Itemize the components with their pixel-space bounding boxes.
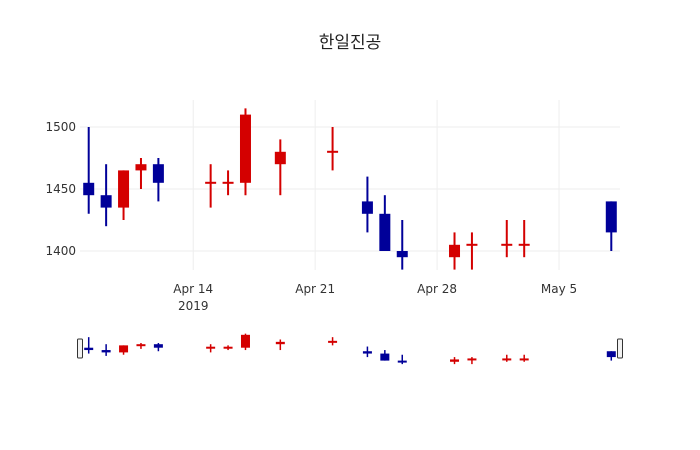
candle[interactable] xyxy=(135,158,147,189)
grid-lines xyxy=(80,100,620,270)
candle[interactable] xyxy=(605,201,617,251)
candle[interactable] xyxy=(136,343,146,349)
y-axis: 1400 1450 1500 xyxy=(45,120,76,258)
candle[interactable] xyxy=(397,354,407,365)
candle[interactable] xyxy=(379,195,391,251)
candle[interactable] xyxy=(101,344,111,356)
candle[interactable] xyxy=(501,220,513,258)
x-axis: Apr 14 2019 Apr 21 Apr 28 May 5 xyxy=(173,282,577,313)
candle[interactable] xyxy=(205,164,217,208)
candle[interactable] xyxy=(518,220,530,258)
candle[interactable] xyxy=(222,170,234,196)
candle[interactable] xyxy=(118,170,130,220)
x-tick-label: Apr 28 xyxy=(417,282,457,296)
candle[interactable] xyxy=(240,333,250,351)
candle[interactable] xyxy=(450,357,460,365)
candle[interactable] xyxy=(152,158,164,202)
candle[interactable] xyxy=(119,345,129,355)
x-tick-year-label: 2019 xyxy=(178,299,209,313)
chart-title: 한일진공 xyxy=(319,33,382,53)
x-tick-label: Apr 14 xyxy=(173,282,213,296)
candle[interactable] xyxy=(206,344,216,353)
range-slider-handle-left[interactable] xyxy=(77,338,83,359)
candle[interactable] xyxy=(223,345,233,351)
candle[interactable] xyxy=(274,139,286,196)
candle[interactable] xyxy=(606,351,616,361)
candle[interactable] xyxy=(84,337,94,354)
candle[interactable] xyxy=(239,108,251,196)
candle[interactable] xyxy=(361,176,373,233)
candle[interactable] xyxy=(467,357,477,365)
plot-area[interactable] xyxy=(83,108,617,270)
candle[interactable] xyxy=(380,350,390,361)
candle[interactable] xyxy=(396,220,408,270)
x-tick-label: Apr 21 xyxy=(295,282,335,296)
y-tick-label: 1450 xyxy=(45,182,76,196)
candle[interactable] xyxy=(83,127,95,214)
x-tick-label: May 5 xyxy=(541,282,577,296)
candle[interactable] xyxy=(100,164,112,227)
candle[interactable] xyxy=(328,337,338,346)
candle[interactable] xyxy=(449,232,461,270)
candle[interactable] xyxy=(519,354,529,362)
candle[interactable] xyxy=(153,343,163,352)
candle[interactable] xyxy=(362,346,372,358)
range-slider-bg xyxy=(80,330,620,368)
range-slider[interactable] xyxy=(77,330,623,368)
y-tick-label: 1400 xyxy=(45,244,76,258)
candle[interactable] xyxy=(502,354,512,362)
candle[interactable] xyxy=(275,339,285,351)
range-slider-handle-right[interactable] xyxy=(617,338,623,359)
candle[interactable] xyxy=(466,232,478,270)
candle[interactable] xyxy=(327,127,339,171)
y-tick-label: 1500 xyxy=(45,120,76,134)
